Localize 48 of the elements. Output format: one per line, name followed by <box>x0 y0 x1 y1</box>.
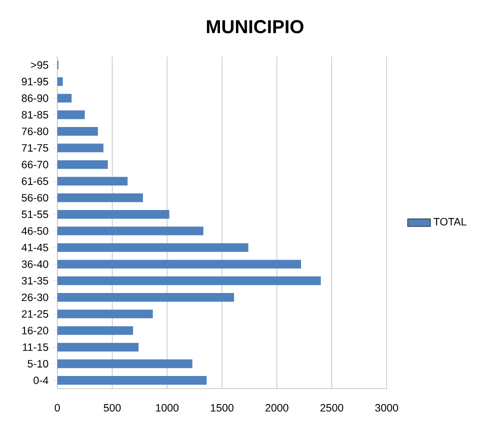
y-tick-label: 26-30 <box>22 294 48 302</box>
bar <box>57 260 302 268</box>
y-tick-label: 36-40 <box>22 260 48 268</box>
y-tick-label: 41-45 <box>22 244 48 252</box>
bar <box>57 276 321 286</box>
bar <box>57 144 104 152</box>
y-tick-label: 61-65 <box>22 177 48 185</box>
x-tick-label: 3000 <box>375 404 398 412</box>
y-tick-label: 81-85 <box>22 110 48 119</box>
bar <box>57 326 134 335</box>
bar <box>57 210 170 219</box>
y-tick-label: 5-10 <box>28 360 48 368</box>
y-tick-label: 46-50 <box>22 227 48 235</box>
x-tick-label: 2500 <box>320 404 344 412</box>
bar <box>57 293 234 302</box>
legend-label: TOTAL <box>434 218 466 226</box>
y-tick-label: >95 <box>31 61 48 69</box>
bar <box>57 342 139 352</box>
bar <box>57 110 85 120</box>
y-tick-label: 71-75 <box>22 144 48 152</box>
x-tick-label: 0 <box>54 404 60 412</box>
y-tick-label: 56-60 <box>22 194 48 202</box>
chart-title: MUNICIPIO <box>206 20 304 34</box>
bar <box>57 193 143 202</box>
bar <box>57 226 204 236</box>
y-tick-label: 0-4 <box>34 376 48 384</box>
y-tick-label: 66-70 <box>22 160 48 168</box>
y-tick-label: 86-90 <box>22 94 48 102</box>
bar <box>57 310 153 318</box>
y-tick-label: 91-95 <box>22 78 48 86</box>
bar <box>57 127 98 136</box>
bar <box>57 243 248 252</box>
x-tick-label: 1000 <box>156 404 179 412</box>
y-tick-label: 16-20 <box>22 326 48 334</box>
y-tick-label: 21-25 <box>22 310 48 318</box>
bar <box>57 359 192 368</box>
bar <box>57 77 63 86</box>
bar <box>57 376 207 385</box>
x-tick-label: 500 <box>104 404 121 412</box>
bar <box>57 160 108 169</box>
x-tick-label: 2000 <box>266 404 288 412</box>
y-tick-label: 76-80 <box>22 128 48 136</box>
x-tick-label: 1500 <box>210 404 234 412</box>
y-tick-label: 31-35 <box>22 276 48 285</box>
y-tick-label: 51-55 <box>22 210 48 218</box>
bar <box>57 176 128 186</box>
y-tick-label: 11-15 <box>22 343 48 351</box>
bar <box>57 94 72 102</box>
